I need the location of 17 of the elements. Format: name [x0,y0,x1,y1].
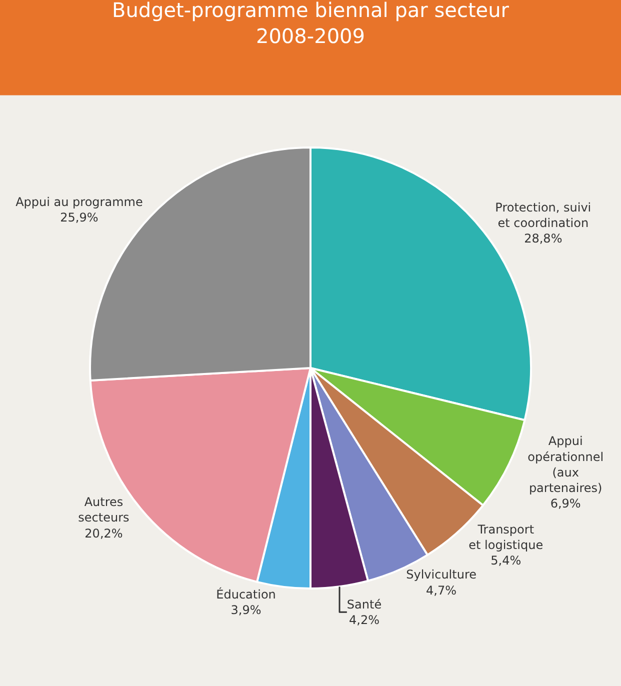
chart-title: Budget-programme biennal par secteur 2008-2009 [112,0,510,48]
data-label: 28,8% [524,232,562,246]
slice-label: Éducation [216,586,276,602]
data-label: 4,2% [348,612,380,627]
data-label: 3,9% [230,603,262,618]
data-label: 6,9% [550,496,581,511]
slice-label: Santé [346,597,382,612]
data-label: 4,7% [426,583,457,598]
slice-label: Appui au programme [16,194,143,209]
slice-label: Autres secteurs [78,495,130,525]
slice-label: Sylviculture [406,568,476,582]
data-label: 5,4% [490,554,522,568]
slice-label: Appui opérationnel (aux partenaires) [528,434,604,495]
data-label: 25,9% [60,210,98,224]
data-label: 20,2% [84,526,123,540]
slice-label: Transport et logistique [468,522,544,552]
slice-label: Protection, suivi et coordination [495,200,592,230]
